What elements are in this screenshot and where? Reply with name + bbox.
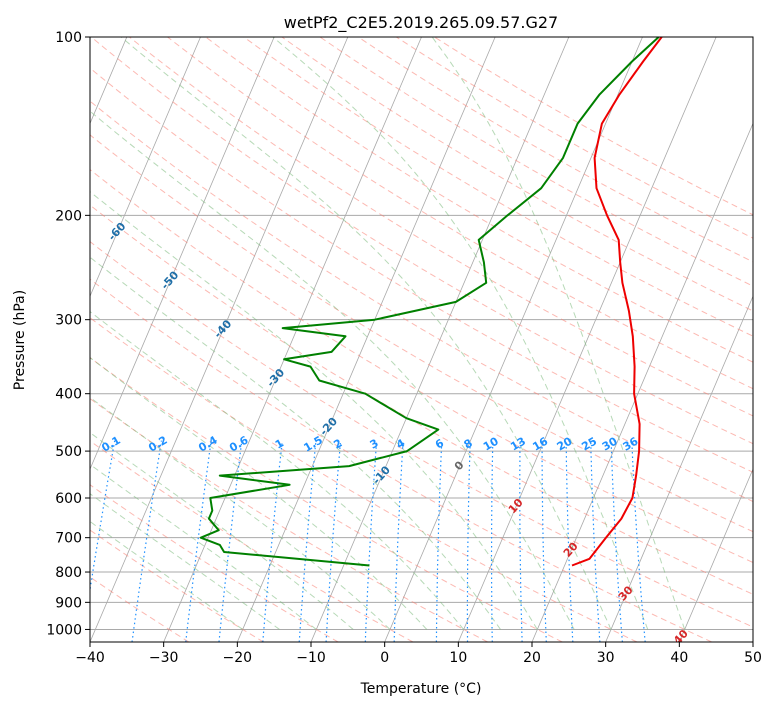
mixing-ratio-line bbox=[541, 440, 547, 642]
moist-adiabat-line bbox=[431, 37, 686, 630]
mixing-ratio-line bbox=[364, 440, 378, 642]
isotherm-line bbox=[90, 37, 349, 642]
isotherm-line bbox=[457, 37, 717, 642]
dry-adiabat-line bbox=[281, 37, 753, 312]
y-tick-label: 900 bbox=[55, 595, 82, 611]
mixing-ratio-line bbox=[590, 440, 601, 642]
mixing-ratio-line bbox=[519, 440, 523, 642]
mixing-ratio-line bbox=[185, 440, 212, 642]
moist-adiabat-line bbox=[90, 520, 243, 630]
dry-adiabat-line bbox=[90, 204, 753, 595]
mixing-ratio-line bbox=[631, 440, 646, 642]
y-tick-label: 500 bbox=[55, 444, 82, 460]
mixing-ratio-line bbox=[490, 440, 494, 642]
x-tick-label: 40 bbox=[670, 650, 688, 666]
mixing-ratio-line bbox=[466, 440, 471, 642]
moist-adiabat-line bbox=[90, 310, 465, 630]
x-tick-label: 50 bbox=[744, 650, 762, 666]
dry-adiabat-line bbox=[205, 37, 753, 363]
profile-series bbox=[199, 37, 663, 567]
dry-adiabat-line bbox=[90, 168, 753, 564]
mixing-ratio-line bbox=[565, 440, 574, 642]
isotherm-line bbox=[678, 468, 753, 642]
x-tick-label: 10 bbox=[449, 650, 467, 666]
x-tick-label: −40 bbox=[75, 650, 105, 666]
y-tick-label: 100 bbox=[55, 30, 82, 46]
isotherm-line bbox=[531, 122, 753, 642]
moist-adiabat-line bbox=[90, 256, 501, 630]
moist-adiabat-line bbox=[90, 356, 428, 630]
mixing-ratio-line bbox=[325, 440, 342, 642]
y-tick-label: 700 bbox=[55, 531, 82, 547]
mixing-ratio-line bbox=[218, 440, 243, 642]
dry-adiabat-line bbox=[90, 356, 563, 642]
mixing-ratio-line bbox=[131, 440, 162, 642]
dry-adiabat-line bbox=[129, 37, 753, 417]
dry-adiabat-line bbox=[167, 37, 753, 390]
isotherm-line bbox=[605, 295, 753, 642]
y-tick-label: 300 bbox=[55, 313, 82, 329]
mixing-ratio-line bbox=[435, 440, 443, 642]
dry-adiabat-line bbox=[90, 241, 753, 628]
isotherm-line bbox=[236, 37, 496, 642]
isotherm-line bbox=[90, 37, 201, 298]
dry-adiabat-line bbox=[90, 37, 753, 445]
moist-adiabat-line bbox=[90, 396, 391, 630]
isotherm-line bbox=[163, 37, 422, 642]
dewpoint-line bbox=[199, 37, 660, 567]
isotherm-line bbox=[90, 37, 275, 471]
dry-adiabat-line bbox=[90, 317, 638, 642]
plot-frame bbox=[89, 36, 754, 643]
y-axis-title: Pressure (hPa) bbox=[12, 290, 28, 390]
dry-adiabat-line bbox=[90, 100, 753, 503]
mixing-ratio-line bbox=[610, 440, 623, 642]
moist-adiabat-line bbox=[120, 37, 612, 630]
mixing-ratio-line bbox=[262, 440, 283, 642]
y-tick-label: 1000 bbox=[46, 622, 82, 638]
moist-adiabat-line bbox=[90, 431, 354, 630]
x-tick-label: −10 bbox=[296, 650, 326, 666]
dry-adiabat-line bbox=[90, 67, 753, 473]
moist-adiabat-line bbox=[90, 493, 280, 630]
x-axis-title: Temperature (°C) bbox=[360, 681, 482, 697]
temperature-line bbox=[571, 37, 663, 567]
dry-adiabat-line bbox=[90, 484, 339, 642]
dry-adiabat-line bbox=[90, 134, 753, 533]
dry-adiabat-line bbox=[243, 37, 753, 337]
y-tick-label: 400 bbox=[55, 387, 82, 403]
x-tick-label: 30 bbox=[597, 650, 615, 666]
x-tick-label: 0 bbox=[380, 650, 389, 666]
axis-ticks: −40 −30 −20 −10 0 10 20 30 40 50 100 200 300 400 500 60… bbox=[46, 30, 762, 666]
x-tick-label: −30 bbox=[149, 650, 179, 666]
x-tick-label: −20 bbox=[223, 650, 253, 666]
moist-adiabat-line bbox=[90, 463, 317, 630]
mixing-ratio-line bbox=[393, 440, 404, 642]
y-tick-label: 200 bbox=[55, 208, 82, 224]
y-tick-label: 600 bbox=[55, 491, 82, 507]
x-tick-label: 20 bbox=[523, 650, 541, 666]
chart-title: wetPf2_C2E5.2019.265.09.57.G27 bbox=[284, 13, 558, 33]
y-tick-label: 800 bbox=[55, 565, 82, 581]
moist-adiabat-line bbox=[272, 37, 649, 630]
